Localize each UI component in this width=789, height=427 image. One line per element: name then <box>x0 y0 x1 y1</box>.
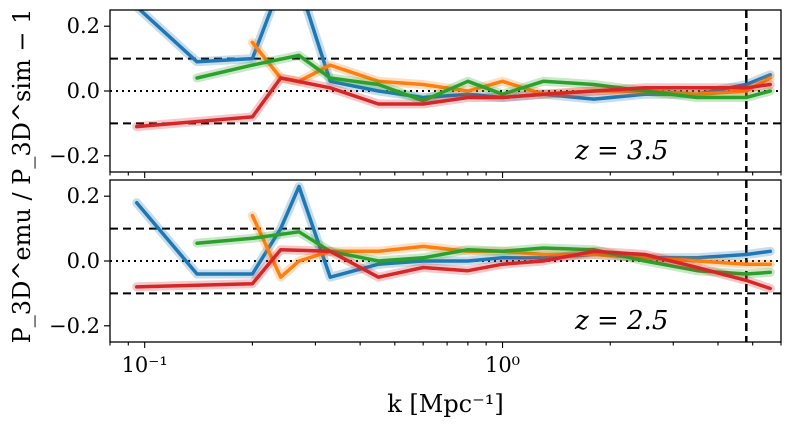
series-3-line <box>195 230 773 276</box>
y-tick-label: −0.2 <box>49 144 100 168</box>
panels: 0.2 0.0 −0.2 z = 3.5 0.2 0.0 −0.2 z = 2.5 10⁻¹ 10… <box>49 9 782 377</box>
series-4-line <box>134 247 773 291</box>
x-axis-label: k [Mpc⁻¹] <box>387 390 504 418</box>
y-axis-label: P_3D^emu / P_3D^sim − 1 <box>8 9 36 344</box>
y-tick-label: 0.0 <box>67 249 100 273</box>
plot-area <box>110 180 781 342</box>
y-tick-label: −0.2 <box>49 314 100 338</box>
redshift-annotation: z = 3.5 <box>574 136 668 166</box>
plot-area <box>110 10 781 172</box>
series-3-line <box>195 53 773 103</box>
y-tick-label: 0.2 <box>67 184 100 208</box>
series-4-line <box>134 76 773 129</box>
panel-1: 0.2 0.0 −0.2 z = 3.5 <box>49 9 782 178</box>
y-tick-label: 0.2 <box>67 14 100 38</box>
x-tick-label: 10⁻¹ <box>122 353 168 377</box>
x-tick-label: 10⁰ <box>485 353 520 377</box>
y-tick-label: 0.0 <box>67 79 100 103</box>
redshift-annotation: z = 2.5 <box>574 306 668 336</box>
panel-2: 0.2 0.0 −0.2 z = 2.5 <box>49 179 782 348</box>
